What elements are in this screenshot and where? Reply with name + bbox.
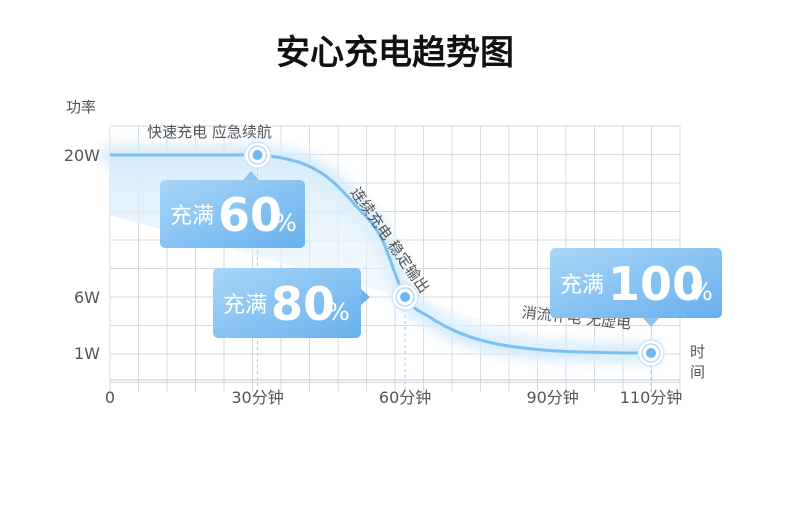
x-tick-label: 30分钟 [231, 388, 283, 407]
x-axis-label: 时 间 [690, 343, 705, 381]
x-tick-labels: 0 30分钟 60分钟 90分钟 110分钟 [105, 388, 682, 407]
badge-box [213, 268, 361, 338]
badge-pointer [243, 171, 259, 180]
y-tick-label: 6W [74, 288, 100, 307]
y-tick-label: 1W [74, 344, 100, 363]
badge-unit: % [690, 278, 713, 306]
data-point-marker [391, 283, 419, 311]
y-axis-label: 功率 [66, 98, 96, 116]
charge-badge-100: 充满 100% [550, 248, 722, 327]
badge-box [550, 248, 722, 318]
charge-badge-60: 充满 60% [160, 171, 305, 248]
badge-pointer [361, 289, 370, 305]
x-tick-label: 110分钟 [620, 388, 683, 407]
x-tick-label: 60分钟 [379, 388, 431, 407]
y-tick-label: 20W [64, 146, 100, 165]
x-axis-label-char-2: 间 [690, 363, 705, 381]
data-point-marker [243, 141, 272, 169]
power-curve [110, 153, 652, 355]
badge-label: 充满 [560, 273, 604, 298]
badge-value: 100 [608, 257, 704, 311]
data-point-marker [637, 339, 665, 367]
badge-value: 60 [218, 188, 282, 242]
charge-badges: 充满 60%充满 80%充满 100% [160, 171, 722, 338]
badge-unit: % [274, 209, 297, 237]
badge-box [160, 180, 305, 248]
badge-pointer [643, 318, 659, 327]
x-tick-label: 90分钟 [526, 388, 578, 407]
x-axis-label-char-1: 时 [690, 343, 705, 361]
badge-label: 充满 [170, 204, 214, 229]
badge-value: 80 [271, 277, 335, 331]
x-tick-label: 0 [105, 388, 115, 407]
badge-unit: % [327, 298, 350, 326]
y-tick-labels: 20W 6W 1W [64, 146, 100, 363]
badge-label: 充满 [223, 293, 267, 318]
data-markers [243, 141, 665, 367]
annotation-fast-charge: 快速充电 应急续航 [147, 123, 272, 141]
charge-badge-80: 充满 80% [213, 268, 370, 338]
page-title: 安心充电趋势图 [276, 33, 514, 73]
